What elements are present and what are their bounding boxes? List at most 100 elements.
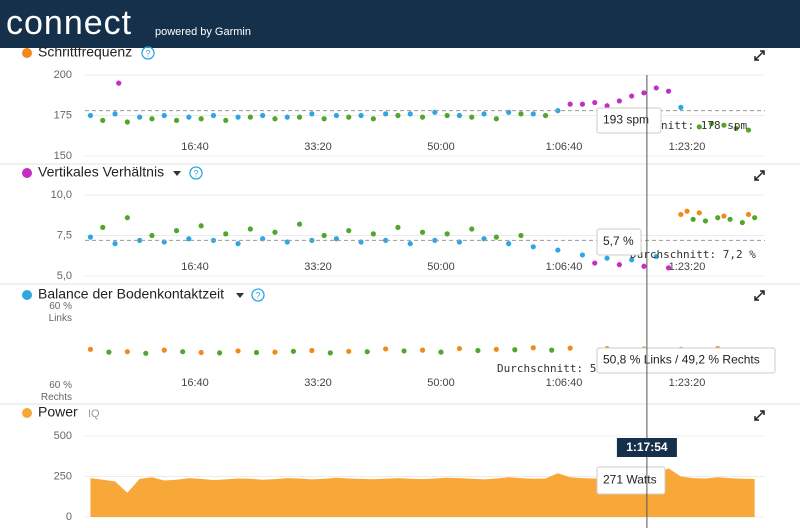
point (124, 119, 130, 125)
point (161, 347, 167, 353)
point (690, 216, 696, 222)
y-tick-label: 250 (54, 470, 72, 482)
logo[interactable]: connect (6, 4, 132, 42)
point (395, 112, 401, 119)
point (506, 241, 512, 247)
point (592, 260, 598, 266)
point (665, 265, 672, 271)
panel-subtitle: IQ (88, 408, 100, 420)
point (87, 234, 94, 240)
x-tick-label: 1:23:20 (669, 261, 706, 273)
help-icon[interactable] (189, 166, 203, 180)
point (653, 85, 659, 91)
help-mark: ? (145, 48, 150, 58)
point (419, 229, 426, 235)
help-icon[interactable] (141, 46, 155, 60)
help-icon[interactable] (251, 288, 265, 302)
dropdown-arrow[interactable] (173, 171, 181, 176)
y-tick-label-box: 60 % Links (48, 301, 72, 324)
x-tick-label: 33:20 (304, 141, 332, 153)
point (530, 345, 536, 351)
y-tick-label: 200 (54, 69, 72, 81)
tooltip-box (596, 228, 642, 256)
point (223, 231, 229, 237)
point (549, 347, 555, 353)
point (112, 111, 118, 117)
point (493, 116, 499, 122)
point (198, 223, 204, 229)
tooltip-text: 193 spm (603, 113, 649, 127)
point (186, 114, 192, 120)
y-tick-label: 60 % Links (48, 301, 72, 324)
point (383, 237, 389, 243)
point (641, 263, 647, 269)
panel-title: Balance der Bodenkontaktzeit (38, 286, 224, 302)
point (432, 237, 438, 243)
point (333, 112, 340, 119)
x-tick-label: 33:20 (304, 377, 332, 389)
point (247, 226, 253, 232)
y-tick-label: 0 (66, 511, 72, 523)
point (100, 224, 106, 230)
point (493, 234, 499, 240)
dropdown-arrow[interactable] (236, 293, 244, 298)
x-tick-label: 33:20 (304, 261, 332, 273)
point (665, 88, 672, 94)
point (407, 111, 413, 117)
tooltip-text: 50,8 % Links / 49,2 % Rechts (603, 353, 760, 367)
point (370, 231, 376, 237)
point (733, 125, 739, 132)
point (290, 348, 296, 354)
x-tick-label: 1:06:40 (546, 377, 583, 389)
y-tick-label-box: 60 % Rechts (41, 380, 72, 403)
point (709, 121, 715, 127)
point (124, 349, 130, 355)
x-tick-label: 50:00 (427, 261, 455, 273)
point (180, 349, 186, 355)
point (745, 211, 752, 218)
average-label: Durchschnitt: 7,2 % (630, 248, 756, 261)
point (696, 124, 702, 130)
title-dot (22, 290, 32, 300)
point (629, 257, 635, 263)
power-area (90, 468, 755, 517)
point (358, 112, 364, 119)
point (739, 219, 745, 226)
point (475, 347, 481, 354)
point (721, 213, 727, 219)
point (395, 224, 401, 230)
point (579, 101, 586, 107)
point (260, 112, 266, 119)
point (702, 218, 709, 224)
expand-icons[interactable] (754, 50, 765, 421)
x-tick-label: 50:00 (427, 141, 455, 153)
point (309, 111, 315, 117)
point (512, 347, 518, 353)
title-dot (22, 48, 32, 58)
point (161, 112, 167, 119)
point (641, 90, 647, 96)
title-dot (22, 408, 32, 418)
point (407, 241, 413, 247)
point (469, 226, 475, 232)
point (296, 221, 303, 227)
point (604, 103, 610, 109)
tooltip-box (596, 466, 666, 495)
point (592, 99, 598, 106)
point (567, 101, 573, 107)
point (112, 241, 118, 247)
x-tick-label: 1:23:20 (669, 141, 706, 153)
point (530, 111, 536, 117)
x-tick-label: 1:06:40 (546, 261, 583, 273)
point (616, 262, 622, 268)
point (567, 345, 573, 351)
point (87, 112, 94, 119)
tooltip-box (596, 107, 662, 134)
x-tick-label: 1:23:20 (669, 377, 706, 389)
point (678, 104, 684, 110)
point (272, 229, 278, 235)
point (456, 345, 463, 352)
x-tick-label: 16:40 (181, 377, 209, 389)
point (223, 117, 229, 123)
